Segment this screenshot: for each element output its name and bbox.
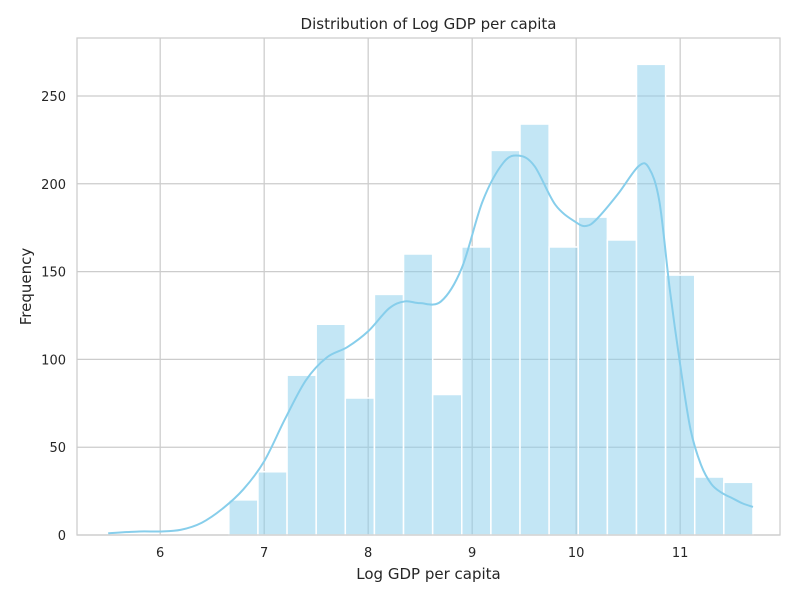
histogram-bar (228, 499, 259, 536)
x-tick-label: 6 (156, 546, 164, 561)
histogram-bar (490, 149, 521, 536)
y-tick-label: 250 (41, 90, 66, 105)
histogram-bar (606, 239, 638, 536)
y-tick-label: 0 (58, 529, 66, 544)
y-axis-label: Frequency (17, 248, 35, 326)
plot-frame (76, 37, 781, 536)
x-tick-label: 10 (568, 546, 585, 561)
kde-curve (108, 154, 754, 535)
y-tick-label: 50 (49, 441, 66, 456)
histogram-bar (257, 471, 288, 536)
y-tick-label: 100 (41, 353, 66, 368)
histogram-bar (577, 216, 609, 536)
histogram-bar (519, 123, 550, 536)
y-tick-labels: 0 50 100 150 200 250 (41, 90, 66, 544)
x-axis-label: Log GDP per capita (356, 565, 500, 583)
histogram-bar (286, 374, 317, 536)
histogram-bar (431, 393, 463, 536)
histogram-bar (635, 63, 667, 536)
histogram-bar (693, 476, 725, 536)
histogram-bar (664, 274, 696, 536)
histogram-bar (402, 253, 434, 536)
x-tick-label: 11 (672, 546, 689, 561)
x-tick-label: 9 (468, 546, 476, 561)
histogram-bars (228, 63, 754, 536)
x-tick-label: 8 (364, 546, 372, 561)
histogram-bar (315, 323, 347, 536)
x-tick-label: 7 (260, 546, 268, 561)
y-tick-label: 200 (41, 178, 66, 193)
histogram-bar (723, 481, 754, 536)
histogram-bar (373, 293, 405, 536)
kde-curve-group (108, 154, 754, 535)
y-tick-label: 150 (41, 266, 66, 281)
histogram-bar (344, 397, 376, 536)
histogram-bar (548, 246, 580, 536)
chart-title: Distribution of Log GDP per capita (301, 15, 557, 33)
x-tick-labels: 6 7 8 9 10 11 (156, 546, 688, 561)
histogram-bar (461, 246, 492, 536)
